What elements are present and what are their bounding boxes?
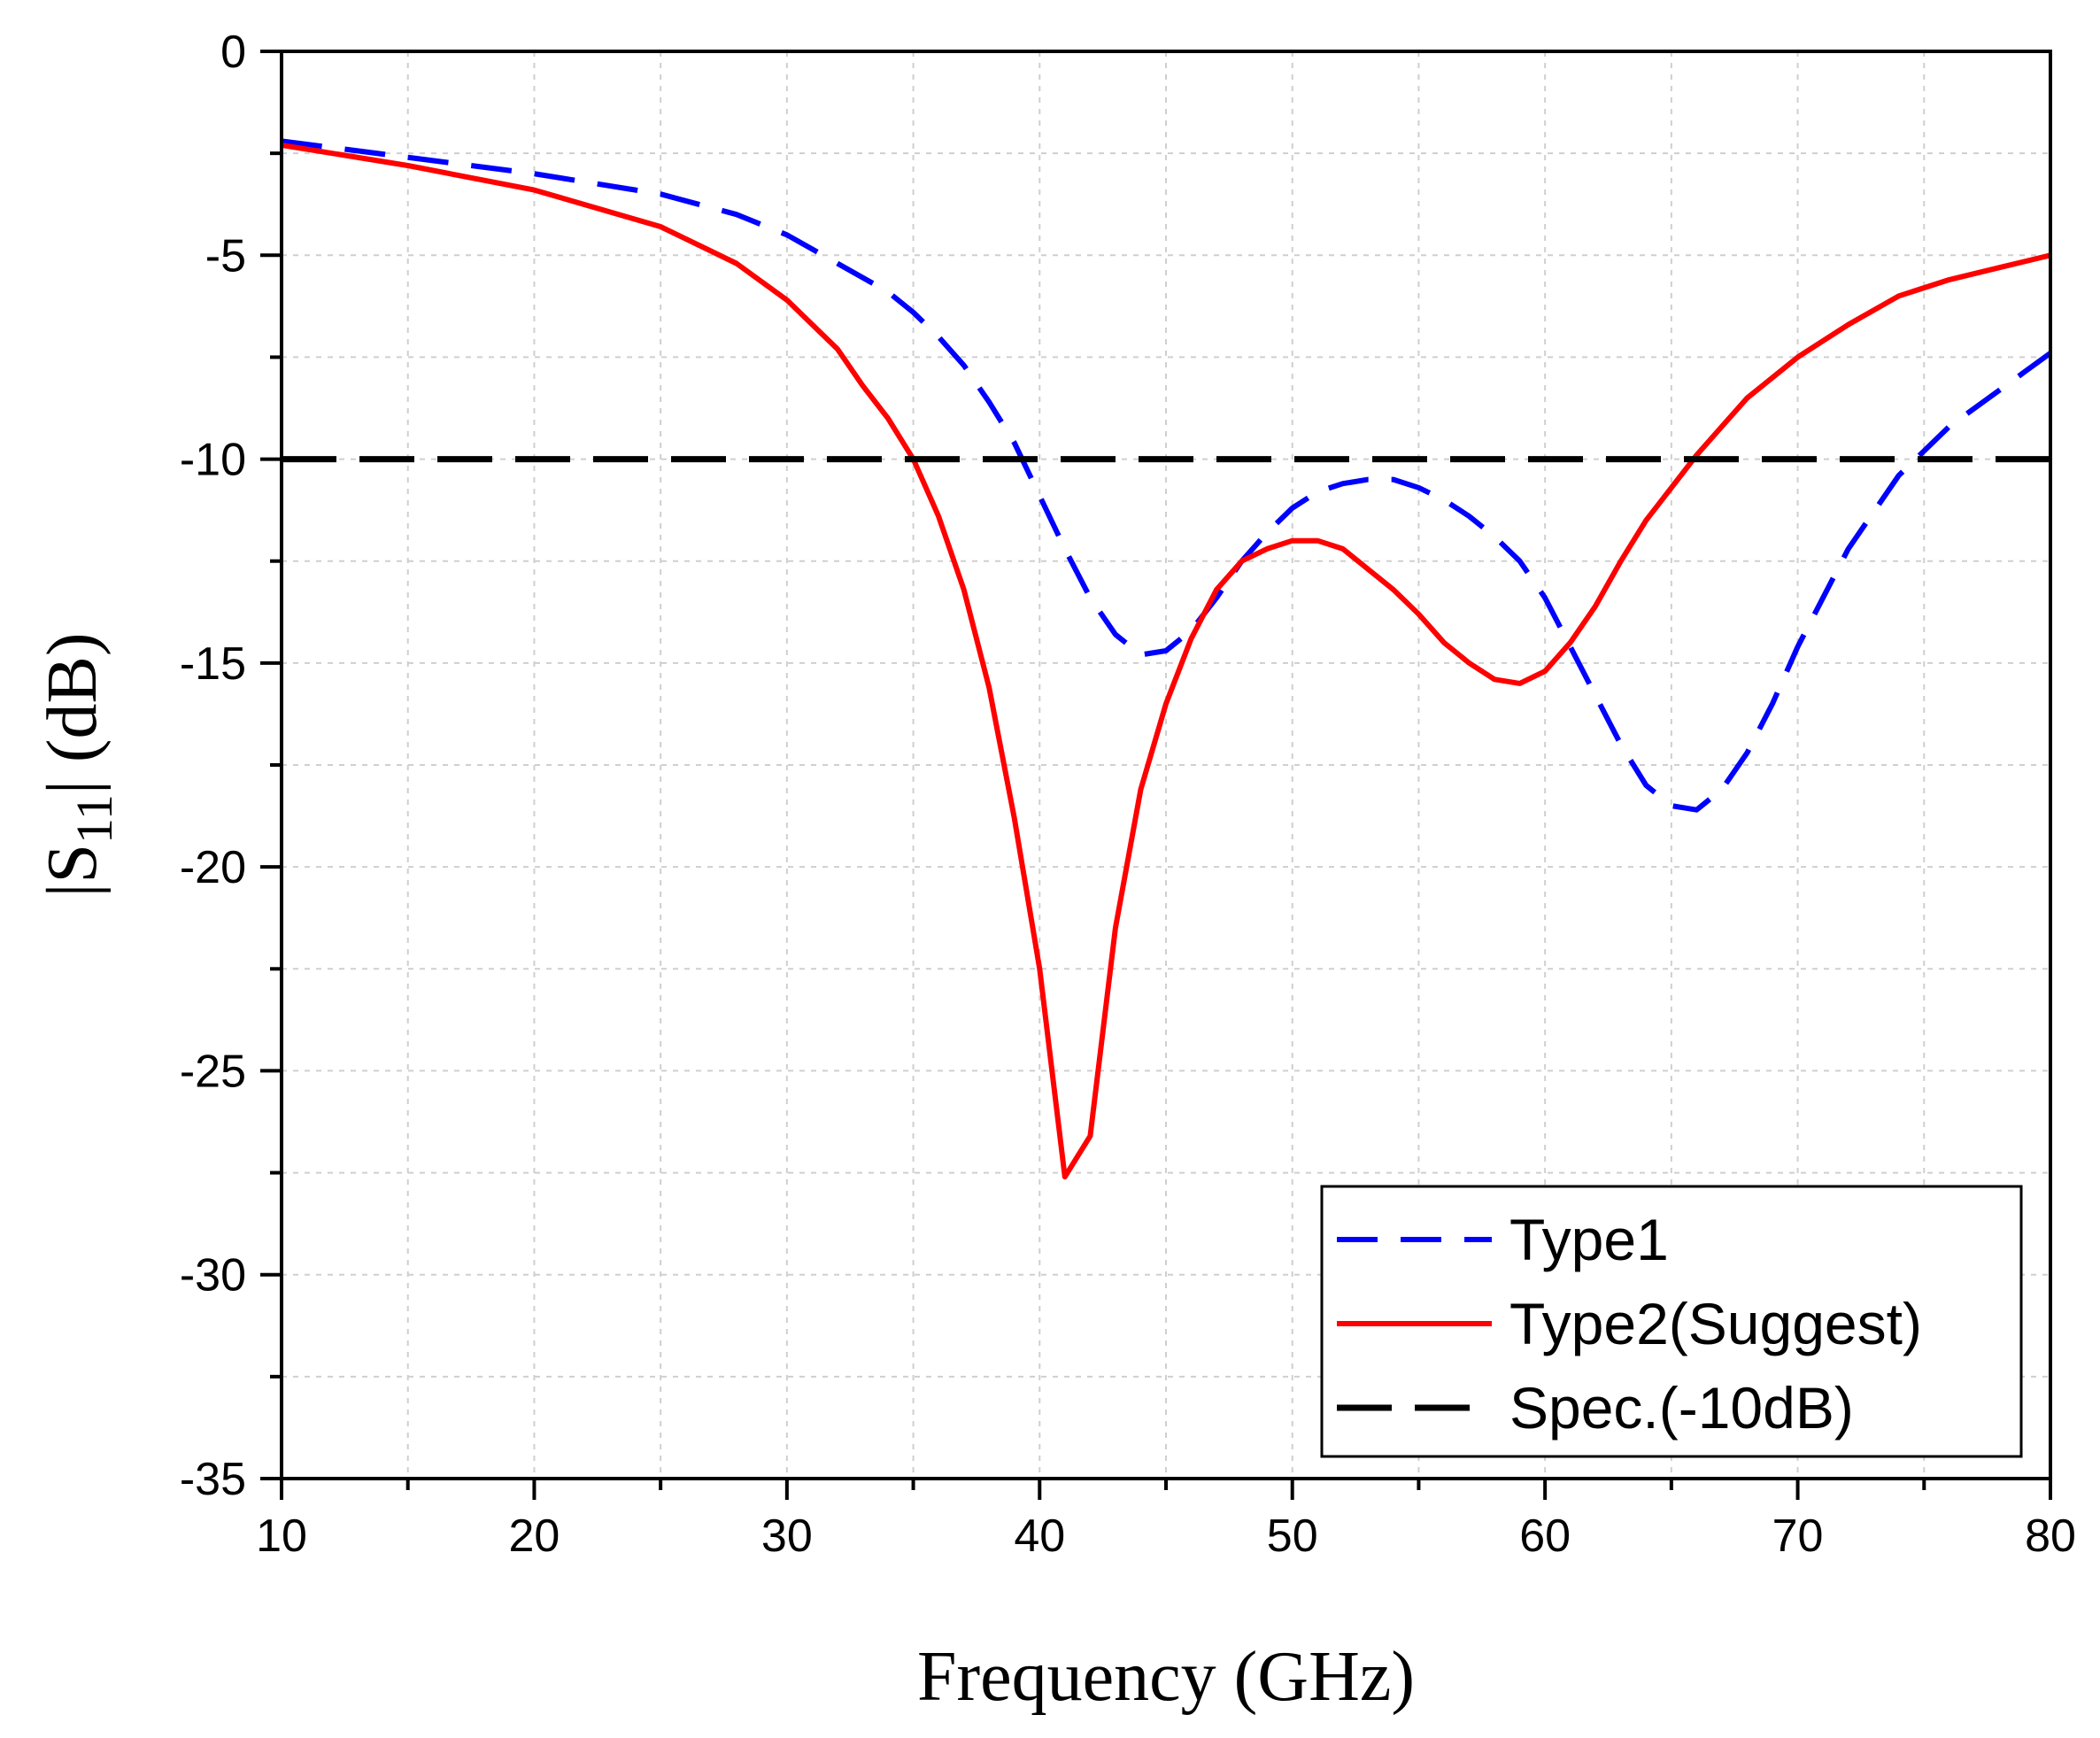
x-tick-label: 50: [1267, 1510, 1318, 1562]
y-tick-label: -15: [180, 638, 246, 690]
y-axis-title-subscript: 11: [66, 794, 123, 844]
series-layer: [282, 138, 2050, 1180]
y-tick-label: -10: [180, 435, 246, 486]
y-tick-label: -30: [180, 1250, 246, 1302]
y-tick-label: -5: [205, 230, 246, 282]
x-tick-label: 30: [761, 1510, 813, 1562]
y-axis-title-prefix: |S: [34, 844, 112, 898]
series-line-2: [282, 142, 2050, 1180]
y-tick-label: -35: [180, 1454, 246, 1505]
legend-label-1: Type1: [1509, 1207, 1669, 1272]
legend-label-2: Type2(Suggest): [1509, 1291, 1922, 1356]
y-tick-label: -20: [180, 842, 246, 893]
series-line-1: [282, 138, 2050, 813]
y-axis-title: |S11| (dB): [34, 632, 123, 897]
x-tick-label: 20: [509, 1510, 560, 1562]
y-tick-label: 0: [220, 27, 246, 78]
axis-ticks: 10 20 30 40 50 60 70 80 0 -5 -10 -15 -20 -25 -30 -35: [180, 27, 2076, 1562]
x-axis-title: Frequency (GHz): [917, 1638, 1415, 1716]
y-tick-label: -25: [180, 1046, 246, 1097]
x-tick-label: 40: [1014, 1510, 1065, 1562]
x-tick-label: 10: [256, 1510, 307, 1562]
x-tick-label: 70: [1772, 1510, 1824, 1562]
legend: Type1 Type2(Suggest) Spec.(-10dB): [1320, 1185, 2023, 1458]
x-tick-label: 80: [2025, 1510, 2076, 1562]
x-tick-label: 60: [1519, 1510, 1571, 1562]
y-axis-title-suffix: | (dB): [34, 632, 112, 794]
legend-label-3: Spec.(-10dB): [1509, 1375, 1854, 1441]
